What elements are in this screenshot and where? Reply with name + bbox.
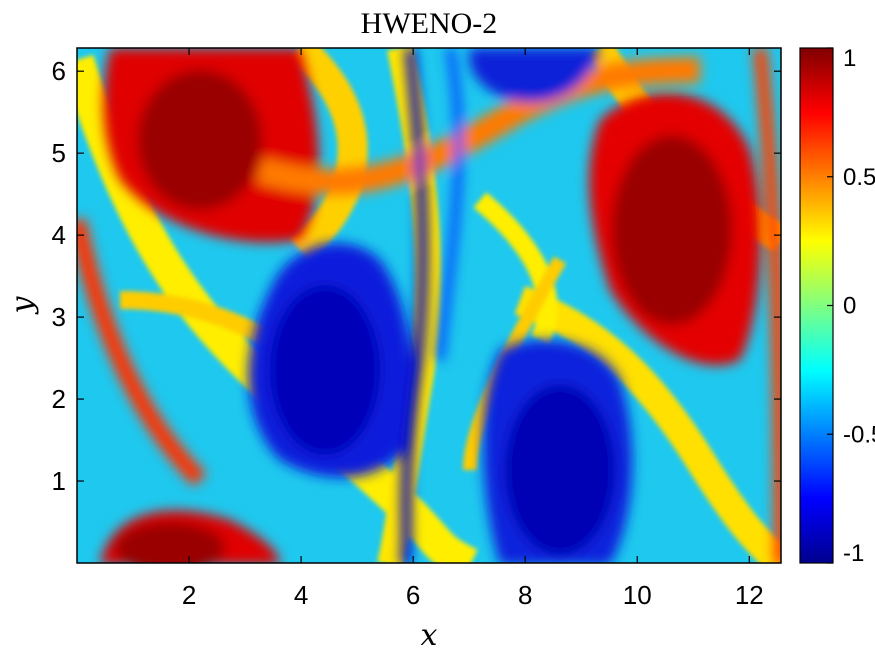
y-tick-label: 3 [52,302,66,332]
colorbar-tick-label: 0.5 [843,164,875,191]
x-tick-label: 6 [406,580,420,610]
vortex-negative-core [505,385,615,555]
x-tick-label: 10 [623,580,652,610]
vortex-negative [469,48,600,103]
shear-layer [473,192,558,345]
heatmap-field [77,48,781,563]
vortex-positive-core [115,522,225,563]
shear-layer [256,57,701,195]
y-tick-label: 4 [52,220,66,250]
y-axis-label: y [5,295,40,315]
y-tick-label: 5 [52,138,66,168]
vortex-positive-core [138,70,262,210]
x-axis-label: x [421,618,438,653]
shear-layer [77,218,207,487]
x-tick-label: 4 [294,580,308,610]
colorbar-tick-label: -1 [843,540,864,567]
x-tick-label: 12 [735,580,764,610]
filament-negative [436,48,463,361]
x-tick-label: 2 [182,580,196,610]
y-tick-label: 6 [52,56,66,86]
vortex-negative-core [270,285,380,455]
y-tick-label: 1 [52,466,66,496]
shear-layer [289,48,368,262]
colorbar-tick-label: 1 [843,45,856,72]
shear-layer [514,285,781,563]
colorbar-ticks: 1 0.5 0 -0.5 -1 [827,45,875,567]
chart-title: HWENO-2 [361,7,498,40]
y-tick-label: 2 [52,384,66,414]
plot-area [76,47,782,564]
y-axis: 1 2 3 4 5 6 [52,56,781,496]
colorbar-tick-label: 0 [843,293,856,320]
filament-negative [400,48,428,563]
x-axis: 2 4 6 8 10 12 [182,48,764,610]
vortex-positive-core [612,135,732,325]
colorbar-tick-label: -0.5 [843,421,875,448]
x-tick-label: 8 [518,580,532,610]
